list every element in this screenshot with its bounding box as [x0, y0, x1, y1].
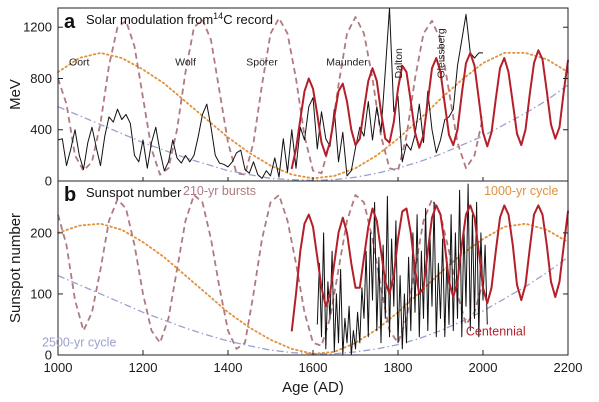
panel-a-bursts-210-line	[57, 16, 484, 176]
panel-a-y-ticks: 0 400 800 1200	[23, 20, 568, 189]
panel-b-letter: b	[64, 184, 76, 206]
minimum-label: Wolf	[175, 57, 196, 69]
panel-a-series	[57, 7, 569, 182]
panel-a-y-tick-label: 800	[30, 71, 52, 86]
panel-b-series-labels: 210-yr bursts 1000-yr cycle 2500-yr cycle C…	[42, 184, 558, 349]
panel-b-centennial-line	[290, 204, 569, 332]
panel-a-title-tail: C record	[223, 12, 273, 27]
x-axis-ticks: 1000 1200 1400 1600 1800 2000 2200	[44, 177, 583, 375]
panel-b-y-tick-label: 0	[45, 348, 52, 363]
panel-a-title: Solar modulation from14C record	[86, 11, 273, 27]
panel-a-minima-labels: Oort Wolf Spörer Maunder Dalton Gleissberg	[69, 28, 448, 78]
panel-a-title-sup: 14	[213, 11, 223, 21]
panel-b-y-tick-label: 200	[30, 225, 52, 240]
x-axis-label: Age (AD)	[282, 379, 344, 396]
minimum-label: Spörer	[246, 57, 278, 69]
panel-a-letter: a	[64, 11, 76, 33]
minimum-label: Gleissberg	[436, 28, 448, 78]
panel-a: 0 400 800 1200 a Solar modulation from14C r…	[7, 7, 569, 189]
panel-a-y-tick-label: 400	[30, 122, 52, 137]
panel-a-title-main: Solar modulation from	[86, 12, 213, 27]
panel-b-y-tick-label: 100	[30, 286, 52, 301]
panel-a-y-tick-label: 0	[45, 174, 52, 189]
x-tick-label: 2200	[554, 360, 583, 375]
series-label-cycle-2500: 2500-yr cycle	[42, 335, 116, 349]
x-tick-label: 1800	[384, 360, 413, 375]
x-tick-label: 1600	[299, 360, 328, 375]
series-label-bursts-210: 210-yr bursts	[183, 184, 256, 198]
panel-a-centennial-line	[290, 49, 569, 170]
minimum-label: Oort	[69, 57, 90, 69]
minimum-label: Maunder	[326, 57, 368, 69]
panel-b-bursts-210-line	[57, 194, 484, 350]
x-tick-label: 1200	[129, 360, 158, 375]
panel-a-record-line	[57, 7, 483, 179]
x-tick-label: 1400	[214, 360, 243, 375]
panel-b-record-line	[316, 183, 488, 356]
panel-b: 0 100 200 1000 1200 1400 1600 1800 2000 2200 b S…	[7, 177, 582, 375]
minimum-label: Dalton	[393, 48, 405, 79]
series-label-cycle-1000: 1000-yr cycle	[484, 184, 558, 198]
panel-b-y-ticks: 0 100 200	[30, 225, 568, 363]
panel-a-cycle-1000-line	[57, 52, 569, 180]
series-label-centennial: Centennial	[466, 324, 526, 338]
panel-b-y-axis-label: Sunspot number	[7, 213, 24, 323]
x-tick-label: 1000	[44, 360, 73, 375]
panel-b-cycle-2500-line	[57, 256, 569, 355]
panel-b-title: Sunspot number	[86, 185, 182, 200]
x-tick-label: 2000	[469, 360, 498, 375]
panel-a-y-axis-label: MeV	[7, 79, 24, 110]
panel-a-y-tick-label: 1200	[23, 20, 52, 35]
